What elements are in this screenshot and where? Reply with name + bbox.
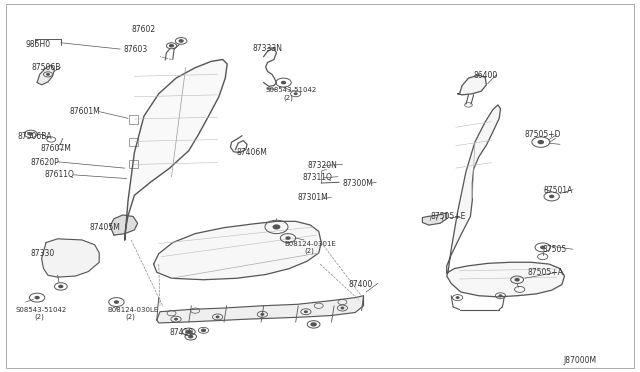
Text: 87410: 87410 [170,328,194,337]
Circle shape [170,45,173,47]
Polygon shape [154,221,321,280]
Text: 87505+A: 87505+A [528,268,564,277]
Text: S08543-51042: S08543-51042 [16,307,67,312]
Text: 87506B: 87506B [32,63,61,72]
Polygon shape [458,75,486,95]
Circle shape [273,225,280,229]
Polygon shape [157,296,364,323]
Text: 87607M: 87607M [40,144,71,153]
Text: 87603: 87603 [124,45,148,54]
Text: 87400: 87400 [349,280,373,289]
Circle shape [179,40,183,42]
Circle shape [282,81,285,84]
Text: 87620P: 87620P [31,158,60,167]
Bar [129,160,138,168]
Circle shape [202,329,205,331]
Text: (2): (2) [125,314,135,320]
Circle shape [35,296,39,299]
Text: 87333N: 87333N [253,44,283,53]
Polygon shape [110,215,138,235]
Text: S08543-51042: S08543-51042 [266,87,317,93]
Circle shape [538,141,543,144]
Text: 985H0: 985H0 [26,40,51,49]
Text: 87301M: 87301M [298,193,328,202]
Circle shape [59,285,63,288]
Text: 87320N: 87320N [307,161,337,170]
Text: (2): (2) [284,94,293,101]
Circle shape [175,318,177,320]
Text: 87601M: 87601M [69,107,100,116]
Circle shape [115,301,118,303]
Circle shape [311,323,316,326]
Polygon shape [447,105,500,273]
Text: 87506BA: 87506BA [18,132,52,141]
Circle shape [189,336,193,338]
Text: 87501A: 87501A [544,186,573,195]
Circle shape [186,330,191,333]
Circle shape [515,279,519,281]
Circle shape [47,74,49,75]
Circle shape [305,311,307,312]
Text: 87300M: 87300M [342,179,373,187]
Text: B08124-030LE: B08124-030LE [108,307,159,312]
Polygon shape [42,239,99,277]
Text: B08124-0301E: B08124-0301E [285,241,337,247]
Text: 87406M: 87406M [237,148,268,157]
Text: 87505: 87505 [543,246,567,254]
Bar [129,115,138,124]
Polygon shape [125,60,227,240]
Circle shape [499,295,502,296]
Circle shape [456,297,459,298]
Circle shape [550,195,554,198]
Text: 87505+E: 87505+E [431,212,466,221]
Bar [129,138,138,146]
Text: 87330: 87330 [31,249,55,258]
Text: (2): (2) [304,248,314,254]
Circle shape [341,307,344,309]
Polygon shape [37,65,54,85]
Circle shape [29,133,33,135]
Polygon shape [422,213,447,225]
Text: 87505+D: 87505+D [525,130,561,139]
Text: 87311Q: 87311Q [303,173,333,182]
Circle shape [286,237,290,239]
Text: J87000M: J87000M [563,356,596,365]
Circle shape [541,246,545,248]
Polygon shape [447,262,564,297]
Text: (2): (2) [35,314,44,320]
Circle shape [294,93,297,94]
Text: 86400: 86400 [474,71,498,80]
Circle shape [216,316,219,318]
Text: 87602: 87602 [131,25,156,34]
Text: 87405M: 87405M [90,223,120,232]
Text: 87611Q: 87611Q [45,170,75,179]
Circle shape [261,314,264,315]
